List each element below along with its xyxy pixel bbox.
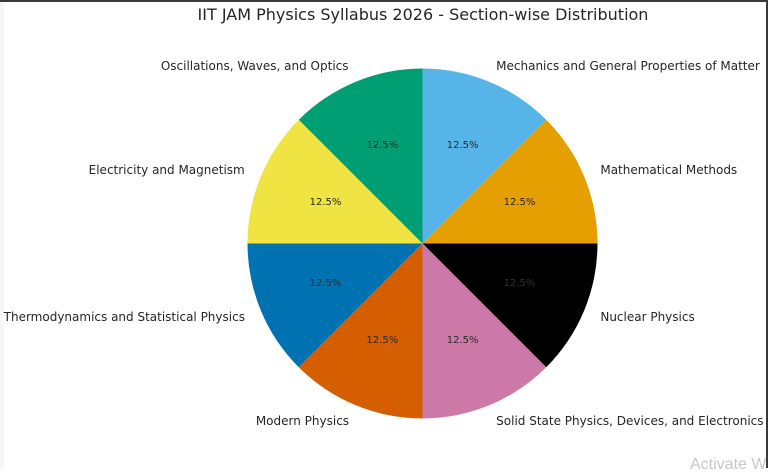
slice-percent-label: 12.5% bbox=[503, 197, 536, 209]
slice-category-label: Mathematical Methods bbox=[600, 162, 738, 177]
slice-percent-label: 12.5% bbox=[366, 140, 399, 152]
slice-category-label: Solid State Physics, Devices, and Electr… bbox=[496, 414, 764, 429]
slice-percent-label: 12.5% bbox=[309, 197, 342, 209]
pie-slice bbox=[298, 68, 423, 244]
chart-title: IIT JAM Physics Syllabus 2026 - Section-… bbox=[197, 5, 649, 24]
window-right-border bbox=[766, 0, 768, 468]
pie-slice bbox=[422, 243, 547, 419]
slice-category-label: Electricity and Magnetism bbox=[88, 162, 245, 177]
slice-percent-label: 12.5% bbox=[366, 334, 399, 346]
window-top-border bbox=[0, 0, 768, 2]
slice-category-label: Thermodynamics and Statistical Physics bbox=[3, 310, 245, 325]
pie-slice bbox=[298, 243, 423, 419]
window-edge bbox=[0, 2, 4, 468]
slice-percent-label: 12.5% bbox=[503, 277, 536, 289]
slice-percent-label: 12.5% bbox=[309, 277, 342, 289]
pie-slices bbox=[247, 68, 598, 419]
pie-slice bbox=[247, 119, 423, 244]
slice-category-label: Mechanics and General Properties of Matt… bbox=[496, 58, 760, 73]
activate-windows-watermark: Activate W bbox=[690, 456, 767, 473]
slice-category-label: Nuclear Physics bbox=[600, 310, 695, 325]
slice-percent-label: 12.5% bbox=[446, 334, 479, 346]
slice-percent-label: 12.5% bbox=[446, 140, 479, 152]
pie-slice bbox=[247, 243, 423, 368]
slice-category-label: Modern Physics bbox=[255, 414, 350, 429]
pie-slice bbox=[422, 243, 598, 368]
pie-slice bbox=[422, 119, 598, 244]
pie-slice bbox=[422, 68, 547, 244]
slice-category-label: Oscillations, Waves, and Optics bbox=[160, 58, 349, 73]
